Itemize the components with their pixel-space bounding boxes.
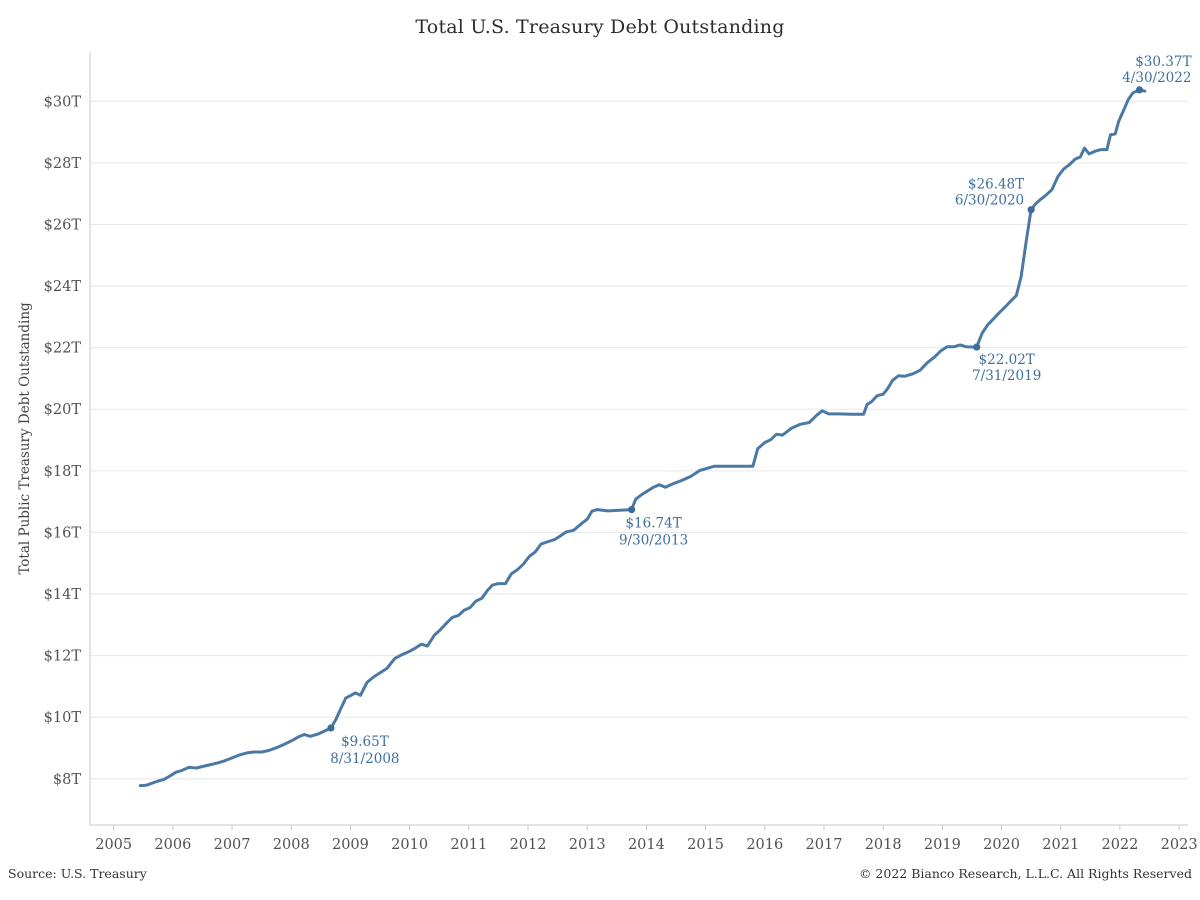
y-tick-label: $14T	[44, 587, 82, 603]
annotation-date: 6/30/2020	[955, 193, 1024, 209]
y-tick-label: $20T	[44, 402, 82, 418]
treasury-debt-line-chart: $8T $10T $12T $14T $16T $18T $20T $22T $24T $26T $…	[17, 52, 1198, 853]
x-tick-label: 2015	[687, 837, 724, 853]
y-tick-label: $28T	[44, 156, 82, 172]
x-tick-label: 2023	[1161, 837, 1198, 853]
x-tick-label: 2021	[1042, 837, 1079, 853]
chart-footer: Source: U.S. Treasury © 2022 Bianco Rese…	[8, 866, 1192, 881]
annotation-date: 8/31/2008	[330, 751, 399, 767]
x-tick-label: 2008	[273, 837, 310, 853]
annotation-date: 9/30/2013	[619, 533, 688, 549]
y-tick-label: $24T	[44, 279, 82, 295]
x-tick-label: 2014	[628, 837, 665, 853]
x-tick-label: 2012	[510, 837, 547, 853]
annotation-value: $26.48T	[968, 177, 1024, 193]
x-tick-label: 2017	[806, 837, 843, 853]
debt-line-series	[138, 88, 1147, 788]
x-tick-label: 2013	[569, 837, 606, 853]
data-point-marker	[973, 343, 981, 351]
x-tick-label: 2020	[983, 837, 1020, 853]
data-point-marker	[327, 724, 335, 732]
x-tick-label: 2022	[1101, 837, 1138, 853]
y-tick-label: $26T	[44, 217, 82, 233]
annotation-value: $16.74T	[625, 516, 681, 532]
data-point-marker	[1027, 206, 1035, 214]
copyright-note: © 2022 Bianco Research, L.L.C. All Right…	[858, 866, 1192, 881]
x-tick-label: 2010	[391, 837, 428, 853]
data-point-marker	[628, 506, 636, 514]
x-tick-label: 2011	[450, 837, 487, 853]
x-tick-label: 2009	[332, 837, 369, 853]
annotation-value: $22.02T	[979, 352, 1035, 368]
y-tick-label: $30T	[44, 94, 82, 110]
annotation-value: $9.65T	[341, 734, 389, 750]
y-tick-label: $18T	[44, 464, 82, 480]
source-note: Source: U.S. Treasury	[8, 866, 147, 881]
y-axis-title: Total Public Treasury Debt Outstanding	[17, 302, 33, 575]
x-tick-label: 2019	[924, 837, 961, 853]
y-tick-label: $12T	[44, 649, 82, 665]
y-tick-label: $16T	[44, 525, 82, 541]
x-tick-label: 2016	[746, 837, 783, 853]
x-tick-label: 2005	[95, 837, 132, 853]
x-tick-label: 2006	[154, 837, 191, 853]
y-tick-label: $22T	[44, 341, 82, 357]
x-tick-label: 2018	[865, 837, 902, 853]
annotation-date: 7/31/2019	[972, 368, 1041, 384]
x-tick-label: 2007	[214, 837, 251, 853]
chart-title: Total U.S. Treasury Debt Outstanding	[415, 16, 785, 38]
annotation-value: $30.37T	[1135, 54, 1191, 70]
annotation-date: 4/30/2022	[1122, 70, 1191, 86]
data-point-marker	[1135, 86, 1144, 94]
y-tick-label: $8T	[53, 772, 81, 788]
y-tick-label: $10T	[44, 710, 82, 726]
